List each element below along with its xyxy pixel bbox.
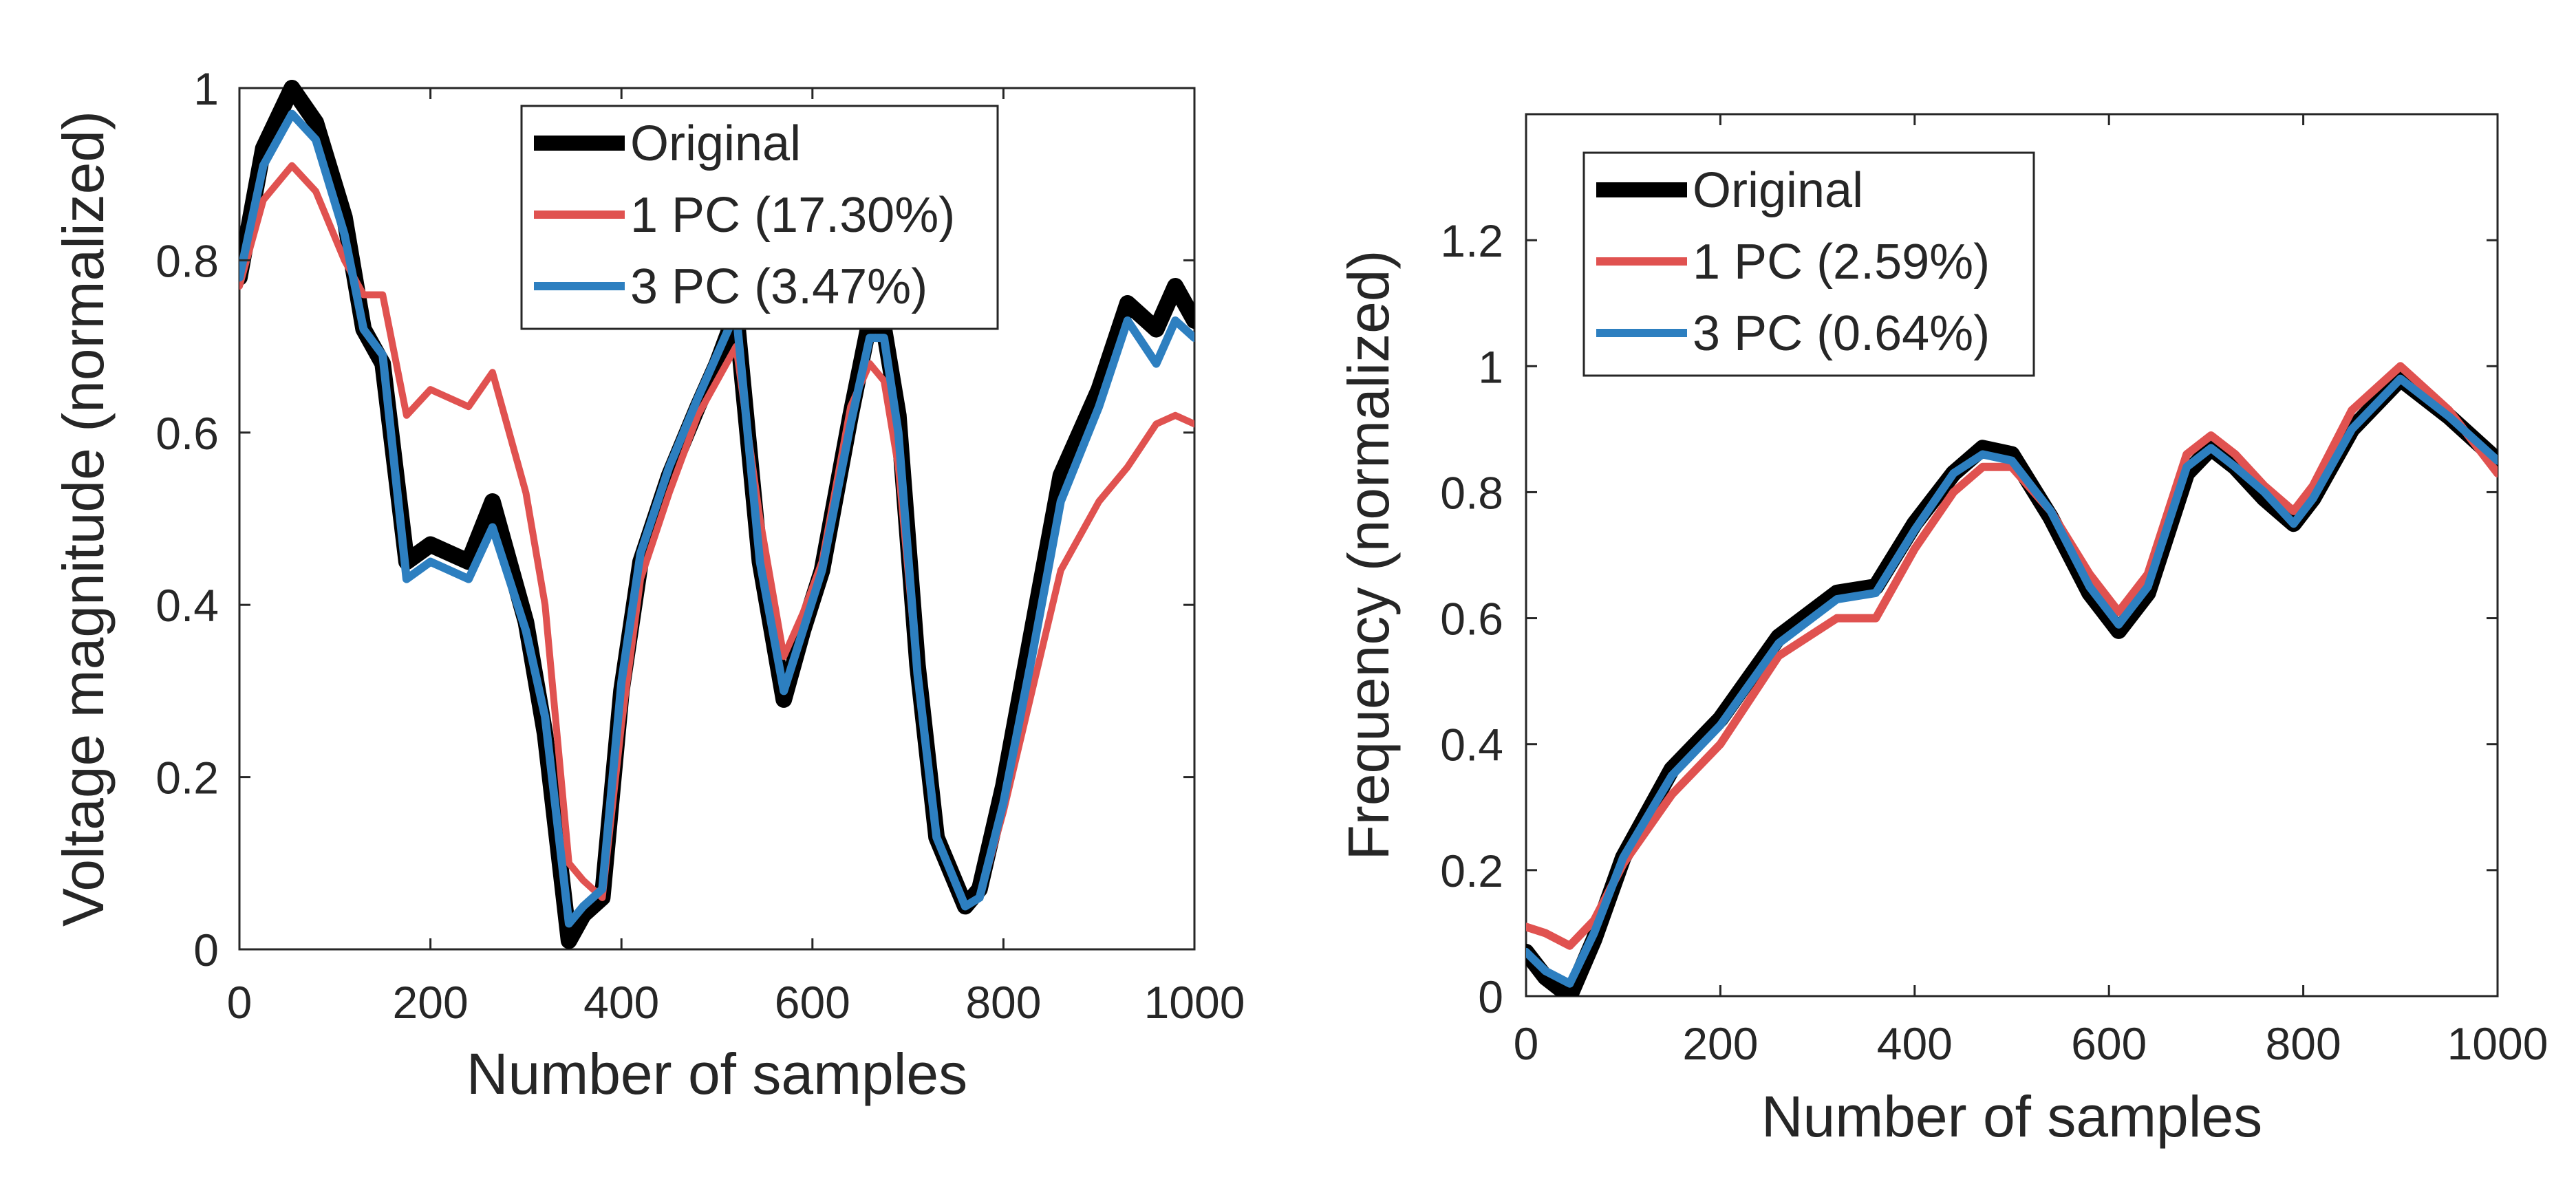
legend-label: 3 PC (0.64%) [1693, 306, 1990, 361]
y-tick-label: 0.4 [155, 580, 219, 631]
x-tick-label: 800 [2266, 1018, 2341, 1069]
y-tick-label: 0.6 [1440, 594, 1503, 645]
y-tick-label: 0.8 [1440, 467, 1503, 518]
y-tick-label: 0.2 [1440, 845, 1503, 896]
y-axis-label: Frequency (normalized) [1336, 250, 1401, 860]
y-tick-label: 1.2 [1440, 215, 1503, 266]
x-tick-label: 600 [775, 977, 850, 1028]
voltage-chart: 0 200 400 600 800 1000 0 0.2 0.4 0.6 0.8 1 Number of… [51, 63, 1245, 1106]
series-lines [239, 80, 1194, 949]
x-axis-label: Number of samples [1761, 1084, 2262, 1149]
y-tick-label: 1 [193, 63, 219, 114]
x-axis-label: Number of samples [466, 1042, 967, 1106]
legend-label: 3 PC (3.47%) [630, 259, 927, 314]
legend: Original 1 PC (17.30%) 3 PC (3.47%) [520, 105, 999, 330]
frequency-chart: 0 200 400 600 800 1000 0 0.2 0.4 0.6 0.8 1 1.2 Number… [1336, 113, 2548, 1149]
x-tick-label: 600 [2071, 1018, 2147, 1069]
x-tick-label: 0 [1514, 1018, 1539, 1069]
x-tick-label: 400 [583, 977, 659, 1028]
y-tick-label: 1 [1478, 341, 1503, 392]
x-tick-label: 1000 [1144, 977, 1245, 1028]
series-line-3-pc [1526, 374, 2498, 988]
x-tick-label: 800 [965, 977, 1041, 1028]
x-tick-label: 200 [393, 977, 469, 1028]
y-tick-label: 0.6 [155, 408, 219, 459]
legend-label: 1 PC (17.30%) [630, 188, 955, 243]
legend-label: Original [1693, 163, 1863, 218]
series-line-3-pc [239, 109, 1194, 928]
y-tick-label: 0 [1478, 971, 1503, 1022]
y-tick-label: 0.2 [155, 753, 219, 804]
y-tick-label: 0.4 [1440, 720, 1503, 770]
x-tick-label: 1000 [2447, 1018, 2548, 1069]
legend-label: 1 PC (2.59%) [1693, 235, 1990, 290]
x-tick-label: 200 [1682, 1018, 1758, 1069]
x-tick-label: 0 [227, 977, 253, 1028]
y-tick-label: 0 [193, 925, 219, 975]
series-lines [1526, 362, 2498, 996]
x-tick-label: 400 [1877, 1018, 1953, 1069]
legend: Original 1 PC (2.59%) 3 PC (0.64%) [1582, 151, 2035, 377]
y-tick-label: 0.8 [155, 235, 219, 286]
legend-label: Original [630, 116, 801, 171]
y-axis-label: Voltage magnitude (normalized) [51, 111, 116, 927]
